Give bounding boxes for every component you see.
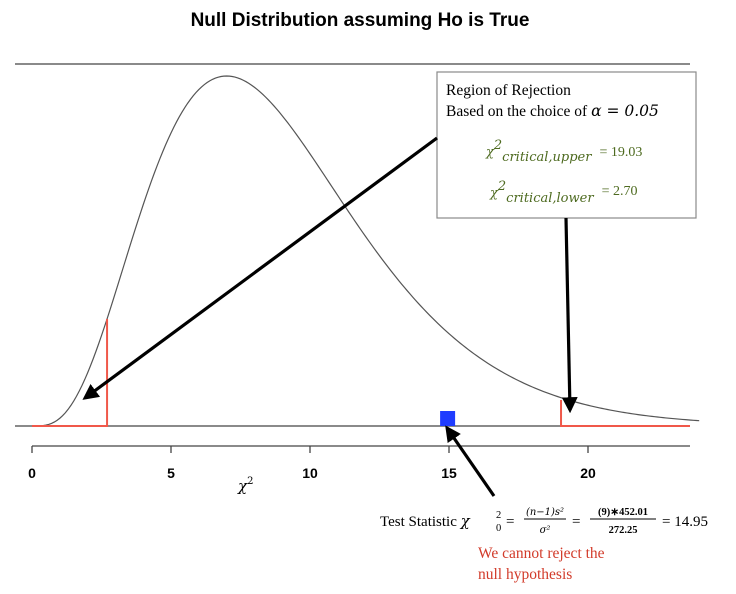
svg-text:2: 2	[496, 510, 501, 521]
x-tick-label: 10	[302, 465, 318, 481]
svg-text:(9)∗452.01: (9)∗452.01	[598, 507, 648, 518]
svg-text:= 14.95: = 14.95	[662, 514, 708, 530]
svg-text:0: 0	[496, 523, 501, 534]
x-tick-label: 15	[441, 465, 457, 481]
chart-title: Null Distribution assuming Ho is True	[191, 10, 530, 31]
svg-text:(n−1)s²: (n−1)s²	[526, 507, 564, 518]
box-line-region: Region of Rejection	[446, 82, 571, 99]
svg-text:Test Statistic χ: Test Statistic χ	[380, 512, 471, 530]
x-axis-label: χ2	[237, 476, 253, 495]
chi-square-density-curve	[32, 75, 700, 427]
critical-upper-label: χ2critical,upper = 19.03	[485, 138, 642, 165]
x-axis-tick-labels: 0 5 10 15 20	[28, 465, 596, 481]
svg-text:=: =	[572, 514, 580, 530]
box-line-alpha: Based on the choice of α = 0.05	[446, 102, 659, 120]
svg-text:σ²: σ²	[540, 525, 551, 536]
x-tick-label: 0	[28, 465, 36, 481]
test-statistic-marker	[440, 411, 456, 426]
annotation-box	[436, 71, 697, 219]
arrow-to-upper-region	[561, 217, 578, 414]
conclusion-line-1: We cannot reject the	[478, 545, 605, 562]
arrow-to-test-statistic	[445, 425, 496, 497]
svg-text:=: =	[506, 514, 514, 530]
conclusion-line-2: null hypothesis	[478, 566, 572, 583]
x-tick-label: 20	[580, 465, 596, 481]
lower-rejection-region	[32, 319, 109, 427]
x-axis-ticks	[31, 446, 589, 453]
x-tick-label: 5	[167, 465, 175, 481]
upper-rejection-region	[560, 400, 690, 427]
critical-lower-label: χ2critical,lower = 2.70	[489, 179, 637, 206]
arrow-to-lower-region	[82, 136, 438, 400]
test-statistic-formula: Test Statistic χ 2 0 = (n−1)s² σ² = (9)∗…	[380, 507, 708, 536]
svg-text:272.25: 272.25	[609, 525, 638, 536]
